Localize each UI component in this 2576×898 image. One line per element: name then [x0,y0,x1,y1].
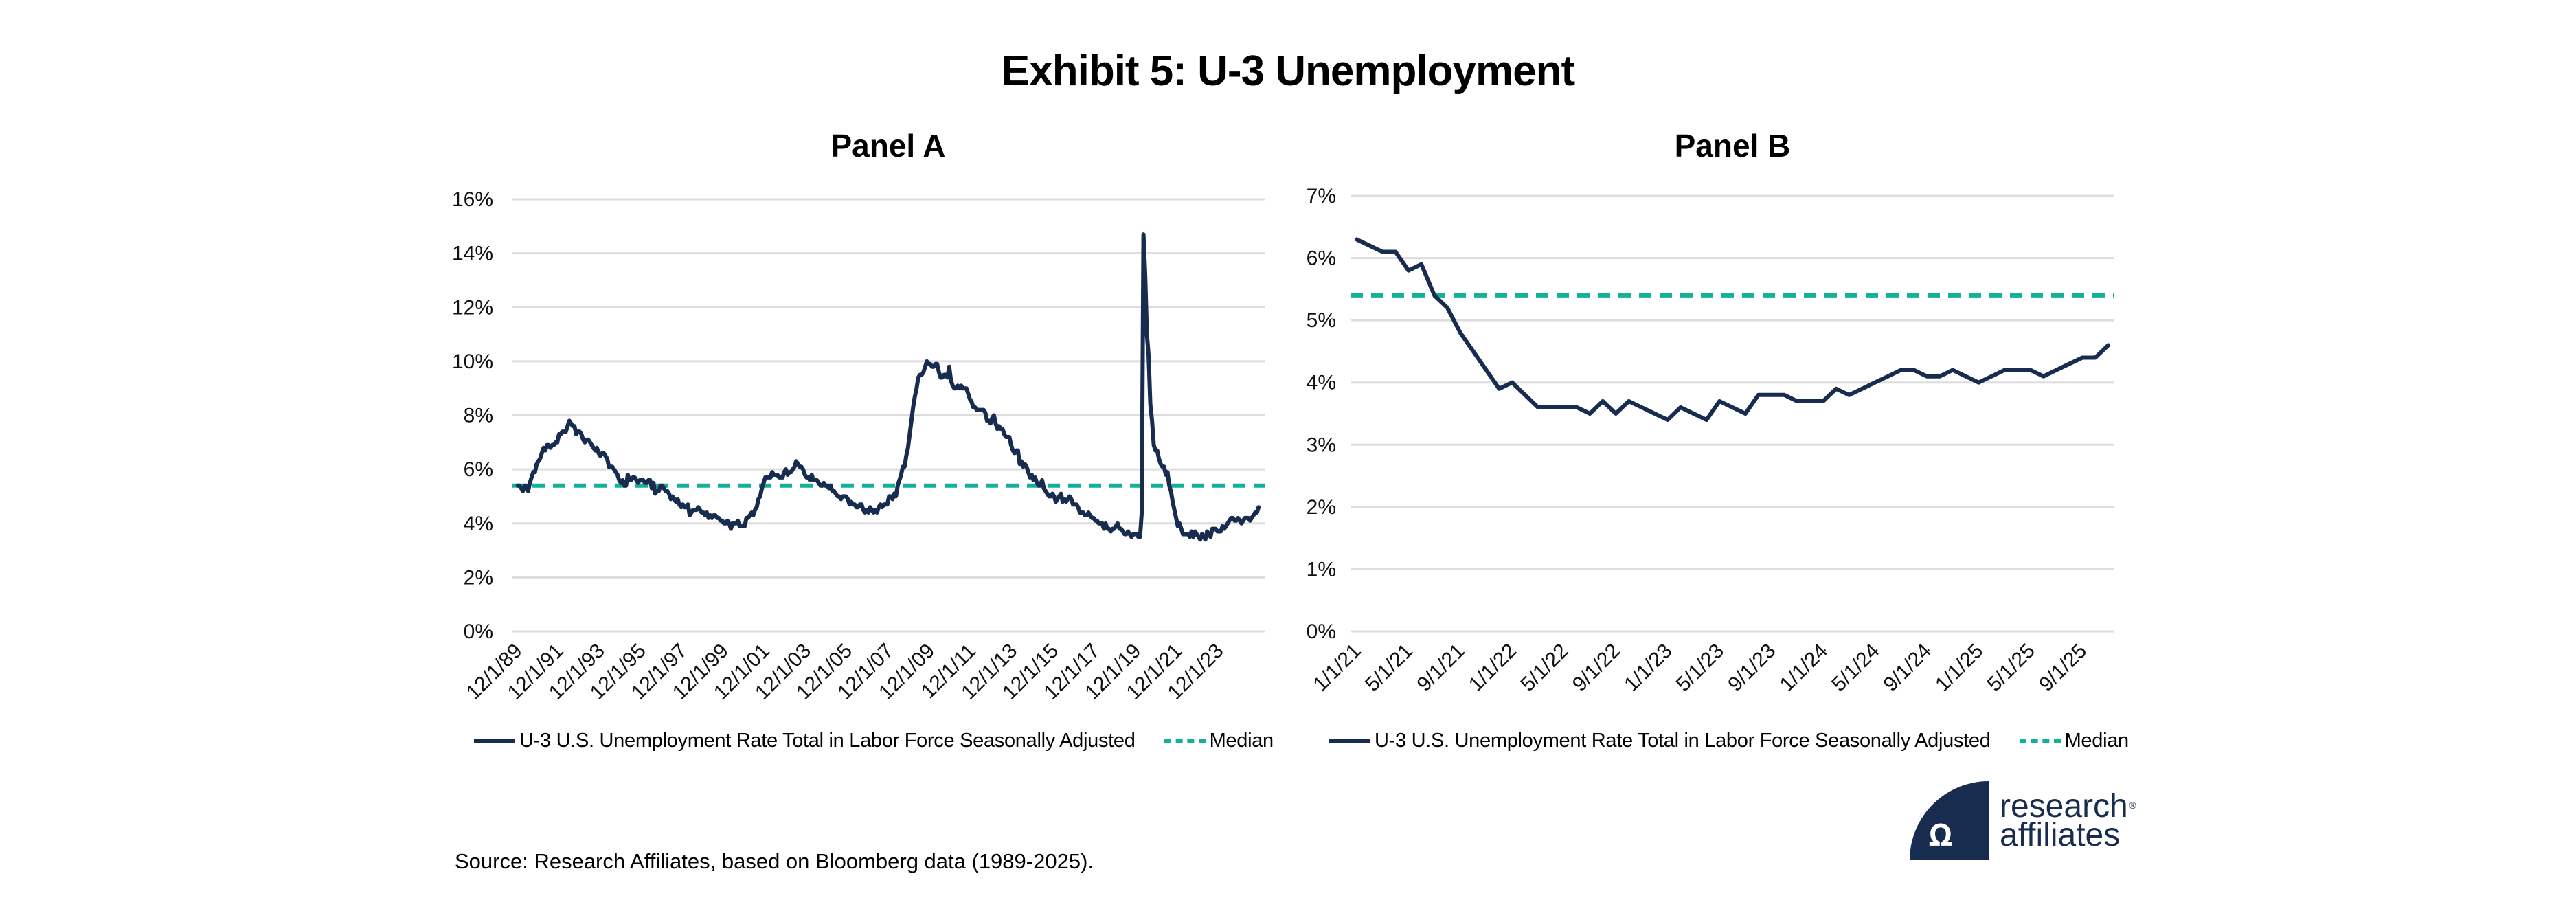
y-tick-label: 8% [464,405,493,427]
y-tick-label: 5% [1307,309,1336,332]
panel-a-legend: U-3 U.S. Unemployment Rate Total in Labo… [474,730,1274,752]
median-dash-swatch [1164,739,1206,743]
y-tick-label: 6% [1307,247,1336,270]
logo-mark-icon: ꭥ [1910,781,1989,860]
series-line-swatch [1329,739,1370,743]
y-tick-label: 6% [464,458,493,481]
y-tick-label: 0% [464,620,493,643]
source-note: Source: Research Affiliates, based on Bl… [455,849,1094,873]
y-tick-label: 2% [1307,496,1336,519]
y-tick-label: 1% [1307,558,1336,581]
median-dash-swatch [2019,739,2061,743]
series-line-swatch [474,739,515,743]
panel-b-title: Panel B [1674,128,1791,164]
y-tick-label: 10% [452,350,493,373]
logo-line-1: research [2000,787,2128,824]
x-tick-label: 9/1/22 [1568,640,1625,696]
y-tick-label: 12% [452,296,493,319]
panel-b-legend: U-3 U.S. Unemployment Rate Total in Labo… [1329,730,2129,752]
x-tick-label: 5/1/22 [1516,640,1572,696]
x-tick-label: 1/1/23 [1620,640,1676,696]
x-tick-label: 5/1/25 [1983,640,2040,696]
y-tick-label: 16% [452,188,493,211]
x-tick-label: 1/1/22 [1465,640,1521,696]
legend-median-label: Median [1209,730,1274,752]
x-tick-label: 5/1/24 [1827,640,1884,696]
x-tick-label: 1/1/25 [1931,640,1987,696]
panel-b-plot: 0% 1% 2% 3% 4% 5% 6% 7% 1/1/215/1/219/1/211/1/22… [1307,185,2114,696]
y-tick-label: 4% [464,513,493,535]
y-tick-label: 7% [1307,185,1336,207]
legend-series-label: U-3 U.S. Unemployment Rate Total in Labo… [519,730,1136,752]
registered-mark: ® [2129,799,2136,811]
x-tick-label: 9/1/25 [2035,640,2091,696]
y-tick-label: 4% [1307,372,1336,394]
y-tick-label: 3% [1307,434,1336,456]
x-tick-label: 9/1/24 [1879,640,1936,696]
x-tick-label: 9/1/23 [1724,640,1780,696]
x-tick-label: 9/1/21 [1412,640,1469,696]
legend-median-label: Median [2064,730,2129,752]
x-tick-label: 1/1/24 [1776,640,1832,696]
x-tick-label: 1/1/21 [1309,640,1366,696]
logo-line-2: affiliates [2000,816,2121,853]
y-tick-label: 2% [464,566,493,589]
panel-a-plot: 0%2%4%6%8%10%12%14%16%12/1/8912/1/9112/1… [452,188,1265,704]
legend-series-label: U-3 U.S. Unemployment Rate Total in Labo… [1375,730,1991,752]
y-tick-label: 0% [1307,620,1336,643]
panel-a-title: Panel A [831,128,946,164]
unemployment-rate-line [1354,237,2111,423]
research-affiliates-logo: ꭥ research affiliates ® [1910,781,2136,860]
x-tick-label: 5/1/21 [1361,640,1417,696]
y-tick-label: 14% [452,243,493,265]
logo-wordmark: research affiliates ® [2000,787,2136,853]
x-tick-label: 5/1/23 [1672,640,1728,696]
chart-title: Exhibit 5: U-3 Unemployment [1001,47,1575,95]
unemployment-rate-line [515,232,1261,542]
